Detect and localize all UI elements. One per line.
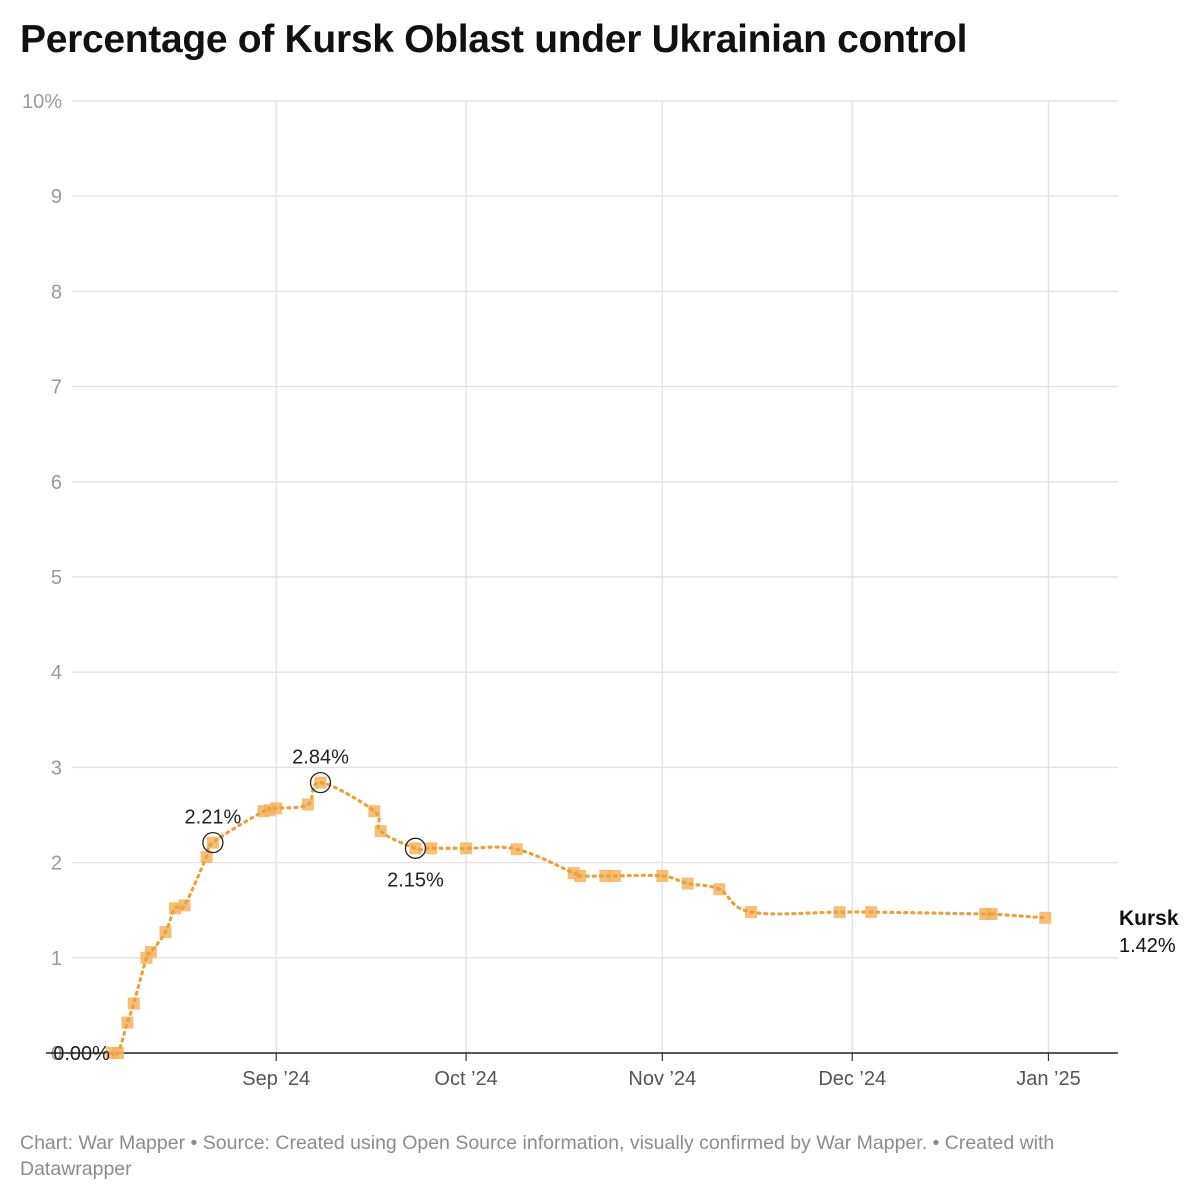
data-point-20 xyxy=(460,842,473,855)
y-tick-label-7: 7 xyxy=(51,377,62,399)
data-point-19 xyxy=(425,842,438,855)
y-tick-label-9: 9 xyxy=(51,186,62,208)
annotation-label-1: 2.21% xyxy=(185,807,242,829)
y-tick-label-2: 2 xyxy=(51,853,62,875)
x-tick-label-0: Sep ’24 xyxy=(242,1068,310,1090)
annotation-circle-3 xyxy=(404,837,427,859)
y-tick-label-4: 4 xyxy=(51,662,62,684)
data-point-30 xyxy=(833,906,846,919)
y-tick-label-1: 1 xyxy=(51,948,62,970)
created-with: Created with Datawrapper xyxy=(20,1132,1055,1180)
annotation-label-3: 2.15% xyxy=(387,869,444,891)
annotations: 0.00% 2.21% 2.84% 2.15% xyxy=(45,747,444,1065)
chart-title: Percentage of Kursk Oblast under Ukraini… xyxy=(20,18,968,61)
series-line-kursk xyxy=(110,781,1047,1057)
series-end-name: Kursk xyxy=(1119,907,1179,930)
y-gridlines xyxy=(72,100,1118,959)
y-tick-label-10: 10% xyxy=(22,91,62,113)
data-point-24 xyxy=(599,869,612,882)
data-point-3 xyxy=(127,997,140,1010)
y-tick-label-3: 3 xyxy=(51,757,62,779)
series-end-value: 1.42% xyxy=(1119,935,1176,957)
y-tick-label-8: 8 xyxy=(51,281,62,303)
footer-separator-2: • xyxy=(927,1132,945,1154)
footer-separator-1: • xyxy=(185,1132,203,1154)
series-end-label: Kursk 1.42% xyxy=(1119,907,1179,957)
annotation-label-2: 2.84% xyxy=(292,747,349,769)
chart-source: Source: Created using Open Source inform… xyxy=(202,1132,928,1154)
x-tick-label-2: Nov ’24 xyxy=(628,1068,696,1090)
data-point-27 xyxy=(681,877,694,890)
x-tick-label-4: Jan ’25 xyxy=(1016,1068,1081,1090)
y-tick-label-0: 0 xyxy=(51,1043,62,1065)
chart-credit: Chart: War Mapper xyxy=(20,1132,186,1154)
y-tick-labels: 10% 9 8 7 6 5 4 3 2 1 0 xyxy=(22,91,62,1065)
x-tick-labels: Sep ’24 Oct ’24 Nov ’24 Dec ’24 Jan ’25 xyxy=(242,1068,1080,1090)
line-chart: 10% 9 8 7 6 5 4 3 2 1 0 Sep ’24 Oct ’24 Nov ’24 Dec ’… xyxy=(22,91,1179,1090)
data-point-8 xyxy=(178,899,191,912)
data-point-26 xyxy=(656,869,669,882)
y-tick-label-5: 5 xyxy=(51,567,62,589)
chart-footer: Chart: War Mapper • Source: Created usin… xyxy=(20,1130,1170,1182)
annotation-label-0: 0.00% xyxy=(53,1043,110,1065)
data-point-2 xyxy=(121,1016,134,1029)
annotation-circle-1 xyxy=(202,831,224,854)
x-tick-label-3: Dec ’24 xyxy=(818,1068,886,1090)
annotation-circle-2 xyxy=(309,771,332,794)
x-gridlines xyxy=(275,101,1050,1061)
series-kursk xyxy=(105,776,1052,1059)
y-tick-label-6: 6 xyxy=(51,472,62,494)
x-tick-label-1: Oct ’24 xyxy=(434,1068,497,1090)
